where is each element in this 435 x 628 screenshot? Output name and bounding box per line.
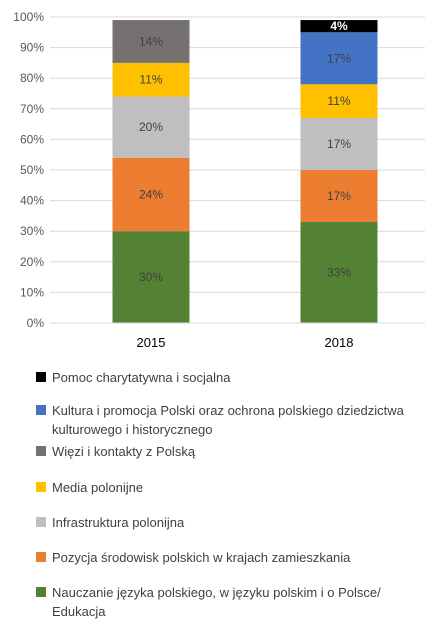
legend-label: Więzi i kontakty z Polską bbox=[52, 444, 196, 459]
legend-swatch bbox=[36, 482, 46, 492]
data-label: 33% bbox=[327, 266, 351, 280]
x-tick-label: 2018 bbox=[325, 335, 354, 350]
y-tick-label: 10% bbox=[20, 285, 44, 299]
bar-segment bbox=[112, 96, 190, 158]
bar-segment bbox=[300, 20, 378, 33]
data-label: 14% bbox=[139, 34, 163, 48]
x-tick-label: 2015 bbox=[137, 335, 166, 350]
legend-item: Media polonijne bbox=[36, 478, 432, 497]
data-label: 11% bbox=[139, 73, 162, 87]
y-tick-label: 100% bbox=[13, 10, 44, 24]
data-label: 30% bbox=[139, 270, 163, 284]
x-axis: 2015 2018 bbox=[50, 322, 425, 350]
legend-label: Nauczanie języka polskiego, w języku pol… bbox=[52, 585, 381, 619]
bar-segment bbox=[300, 170, 378, 223]
data-label: 24% bbox=[139, 187, 163, 201]
data-label: 17% bbox=[327, 51, 351, 65]
bar-segment bbox=[112, 157, 190, 232]
y-tick-label: 60% bbox=[20, 132, 44, 146]
legend-swatch bbox=[36, 372, 46, 382]
y-tick-label: 30% bbox=[20, 224, 44, 238]
legend-label: Infrastruktura polonijna bbox=[52, 515, 185, 530]
y-tick-label: 90% bbox=[20, 41, 44, 55]
y-tick-label: 50% bbox=[20, 163, 44, 177]
y-tick-label: 40% bbox=[20, 194, 44, 208]
data-label: 20% bbox=[139, 120, 163, 134]
legend-item: Kultura i promocja Polski oraz ochrona p… bbox=[36, 401, 432, 439]
bars: 30% 24% 20% 11% 14% 33% 17% 17% 11% 17% 4% bbox=[112, 19, 378, 323]
legend-swatch bbox=[36, 587, 46, 597]
bar-segment bbox=[112, 231, 190, 323]
bar-segment bbox=[300, 117, 378, 170]
y-axis: 0% 10% 20% 30% 40% 50% 60% 70% 80% 90% 100% bbox=[13, 10, 44, 330]
legend-label: Kultura i promocja Polski oraz ochrona p… bbox=[52, 403, 404, 437]
y-tick-label: 70% bbox=[20, 102, 44, 116]
y-tick-label: 0% bbox=[27, 316, 45, 330]
legend-item: Pozycja środowisk polskich w krajach zam… bbox=[36, 548, 432, 567]
legend-item: Pomoc charytatywna i socjalna bbox=[36, 368, 432, 387]
legend-swatch bbox=[36, 446, 46, 456]
legend-swatch bbox=[36, 517, 46, 527]
data-label: 17% bbox=[327, 137, 351, 151]
y-tick-label: 80% bbox=[20, 71, 44, 85]
legend-swatch bbox=[36, 552, 46, 562]
legend-label: Media polonijne bbox=[52, 480, 144, 495]
data-label: 11% bbox=[327, 94, 350, 108]
bar-segment bbox=[300, 32, 378, 85]
legend-label: Pozycja środowisk polskich w krajach zam… bbox=[52, 550, 351, 565]
legend-item: Infrastruktura polonijna bbox=[36, 513, 432, 532]
bar-segment bbox=[112, 20, 190, 63]
bar-segment bbox=[300, 84, 378, 118]
data-label: 4% bbox=[330, 19, 348, 33]
legend-item: Więzi i kontakty z Polską bbox=[36, 442, 432, 461]
bar-segment bbox=[300, 222, 378, 323]
data-label: 17% bbox=[327, 189, 351, 203]
y-tick-label: 20% bbox=[20, 255, 44, 269]
legend-item: Nauczanie języka polskiego, w języku pol… bbox=[36, 583, 432, 621]
bar-segment bbox=[112, 62, 190, 97]
legend-label: Pomoc charytatywna i socjalna bbox=[52, 370, 231, 385]
stacked-bar-chart: 0% 10% 20% 30% 40% 50% 60% 70% 80% 90% 100% 30% 24%… bbox=[13, 10, 425, 350]
legend-swatch bbox=[36, 405, 46, 415]
